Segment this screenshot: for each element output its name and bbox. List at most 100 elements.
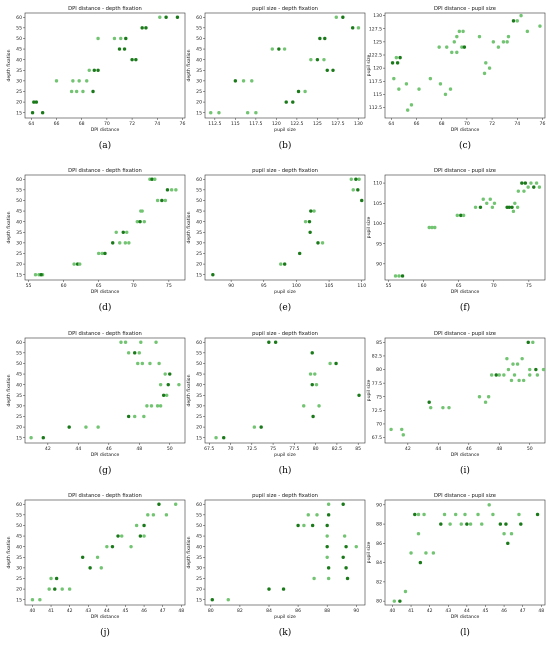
scatter-point [341,502,345,506]
x-tick-label: 45 [123,608,129,614]
y-tick-label: 40 [16,57,22,63]
scatter-point [482,71,487,76]
y-tick-label: 115 [373,92,382,98]
scatter-point [504,522,508,526]
scatter-point [496,45,501,49]
y-tick-label: 45 [196,47,202,53]
x-tick-label: 72 [129,121,135,127]
scatter-point [441,405,445,410]
scatter-point [32,100,36,104]
y-tick-label: 35 [16,230,22,236]
x-tick-label: 65 [456,283,462,289]
scatter-point [139,209,143,213]
scatter-point [424,551,428,555]
scatter-point [133,414,137,419]
scatter-point [342,534,347,538]
x-tick-label: 42 [45,446,51,452]
x-tick-label: 50 [167,446,173,452]
y-tick-label: 20 [196,587,202,593]
scatter-point [345,576,350,581]
scatter-point [404,82,409,86]
x-tick-label: 42 [427,608,433,614]
scatter-point [126,414,131,419]
y-tick-label: 15 [196,435,202,441]
scatter-point [428,76,433,81]
y-tick-label: 20 [196,425,202,431]
scatter-point [357,177,361,181]
scatter-point [165,188,170,192]
x-tick-label: 67.5 [204,446,214,452]
scatter-point [53,587,57,591]
x-tick-label: 46 [501,608,507,614]
scatter-point [397,87,401,91]
scatter-point [473,205,478,210]
x-axis-label: pupil size [274,289,296,295]
scatter-point [455,34,459,39]
scatter-point [41,436,45,440]
scatter-point [169,188,174,192]
y-tick-label: 15 [16,597,22,603]
scatter-point [119,36,123,41]
x-tick-label: 72 [489,121,495,127]
x-tick-label: 112.5 [208,121,221,127]
scatter-point [125,230,129,234]
chart-title: DPI distance - pupil size [434,331,496,337]
scatter-point [153,177,157,181]
scatter-point [282,262,287,266]
scatter-point [314,382,319,387]
scatter-point [302,404,306,408]
y-tick-label: 40 [196,57,202,63]
y-tick-label: 95 [376,241,382,247]
y-tick-label: 50 [196,198,202,204]
plot-frame [24,499,186,606]
scatter-point [146,513,150,517]
scatter-point [331,68,335,72]
x-tick-label: 90 [228,283,234,289]
scatter-point [486,395,491,399]
scatter-point [306,513,310,517]
scatter-point [39,273,43,277]
y-tick-label: 77.5 [372,381,382,387]
y-axis-label: pupil size [366,216,372,238]
scatter-point [452,40,456,44]
scatter-point [478,205,483,210]
y-tick-label: 100 [373,221,382,227]
scatter-point [140,361,145,366]
scatter-point [356,188,360,192]
x-tick-label: 64 [28,121,34,127]
y-tick-label: 55 [196,350,202,356]
scatter-point [505,40,509,44]
scatter-point [157,361,161,366]
scatter-point [520,181,524,185]
y-tick-label: 40 [196,382,202,388]
y-tick-label: 35 [196,68,202,74]
scatter-point [96,425,100,429]
x-tick-label: 74 [514,121,520,127]
scatter-point [523,181,528,185]
x-tick-label: 68 [79,121,85,127]
x-tick-label: 105 [325,283,334,289]
scatter-point [427,400,431,404]
y-tick-label: 15 [196,110,202,116]
y-tick-label: 122.5 [369,53,382,59]
y-tick-label: 25 [196,576,202,582]
scatter-point [459,522,463,526]
scatter-point [54,79,59,83]
x-tick-label: 43 [85,608,91,614]
y-tick-label: 55 [196,512,202,518]
chart-title: DPI distance - depth fixation [68,493,142,499]
scatter-point [443,92,448,97]
scatter-point [302,523,306,528]
scatter-point [506,367,511,372]
scatter-point [360,198,364,203]
x-tick-label: 86 [295,608,301,614]
scatter-point [429,405,433,410]
y-tick-label: 85 [376,340,382,346]
scatter-point [318,36,322,41]
panel-label: (a) [99,140,111,151]
scatter-point [110,544,115,549]
scatter-point [392,76,396,81]
scatter-point [400,427,404,432]
scatter-point [114,230,118,234]
x-axis-label: DPI distance [451,127,480,133]
